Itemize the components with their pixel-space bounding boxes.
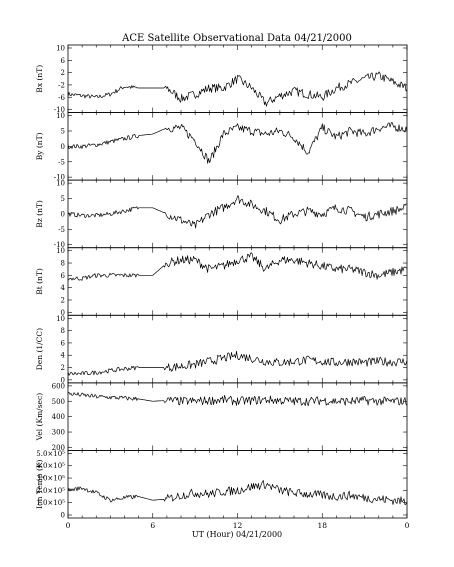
y-tick-label: 2: [61, 69, 65, 77]
y-axis-title: Vel (Km/sec): [35, 393, 44, 442]
y-tick-label: -10: [54, 106, 65, 114]
panel-7: 5.0×10⁵ 4.0×10⁵ 3.0×10⁵ 2.0×10⁵ 1.0×10⁵ 0 Ion …: [35, 450, 408, 520]
chart-title: ACE Satellite Observational Data 04/21/2…: [121, 33, 352, 44]
y-tick-label: 200: [52, 444, 65, 452]
y-tick-label: 2: [61, 296, 65, 304]
y-tick-label: 8: [61, 260, 65, 268]
series-line: [67, 71, 408, 107]
y-tick-label: 3.0×10⁵: [36, 475, 65, 483]
panel-group: 10 6 2 -2 -6 -10 Bx (nT) 10 5 0 -5 -10 By (nT) 10 5 0 -5…: [35, 44, 408, 520]
y-tick-label: 300: [52, 429, 65, 437]
y-axis-title: Bt (nT): [35, 268, 44, 295]
panel-frame: [67, 314, 408, 384]
panel-frame: [67, 382, 408, 451]
y-tick-label: 4.0×10⁵: [36, 462, 65, 470]
panel-frame: [67, 44, 408, 113]
y-tick-label: 10: [56, 180, 65, 188]
x-tick-label: 18: [317, 521, 327, 530]
y-tick-label: 5: [61, 127, 65, 135]
x-tick-label: 6: [150, 521, 155, 530]
y-tick-label: 10: [56, 45, 65, 53]
y-tick-label: 0: [61, 143, 65, 151]
y-tick-label: 4: [61, 352, 66, 360]
y-tick-label: 6: [61, 272, 66, 280]
series-line: [67, 350, 408, 376]
y-axis-title: Bz (nT): [35, 200, 44, 228]
series-line: [67, 252, 408, 281]
panel-4: 10 8 6 4 2 0 Bt (nT): [35, 247, 408, 317]
y-tick-label: 10: [56, 315, 65, 323]
series-line: [67, 195, 408, 229]
y-tick-label: 2: [61, 364, 65, 372]
series-line: [67, 392, 408, 407]
panel-3: 10 5 0 -5 -10 Bz (nT): [35, 179, 408, 249]
y-tick-label: 5: [61, 195, 65, 203]
y-axis-title: Den (1/CC): [35, 328, 44, 370]
y-tick-label: 600: [52, 382, 65, 390]
y-tick-label: 0: [61, 512, 65, 520]
y-axis-title: By (nT): [35, 132, 44, 160]
panel-1: 10 6 2 -2 -6 -10 Bx (nT): [35, 44, 408, 114]
panel-frame: [67, 450, 408, 519]
y-tick-label: 400: [52, 413, 65, 421]
x-axis: 0 6 12 18 0: [66, 521, 410, 530]
y-tick-label: 0: [61, 309, 65, 317]
y-tick-label: 0: [61, 376, 65, 384]
series-line: [67, 480, 408, 506]
x-tick-label: 0: [405, 521, 410, 530]
y-tick-label: 6: [61, 339, 66, 347]
y-tick-label: 5.0×10⁵: [36, 450, 65, 458]
y-tick-label: 500: [52, 398, 65, 406]
y-tick-label: 1.0×10⁵: [36, 499, 65, 507]
panel-2: 10 5 0 -5 -10 By (nT): [35, 112, 408, 182]
y-tick-label: -2: [58, 81, 65, 89]
panel-frame: [67, 112, 408, 181]
y-tick-label: 10: [56, 112, 65, 120]
y-axis-title: Ion Temp (K): [35, 459, 44, 508]
x-axis-title: UT (Hour) 04/21/2000: [192, 530, 282, 539]
y-tick-label: 2.0×10⁵: [36, 487, 65, 495]
y-tick-label: -10: [54, 241, 65, 249]
x-tick-label: 0: [66, 521, 71, 530]
y-tick-label: 10: [56, 247, 65, 255]
y-tick-label: 4: [61, 284, 66, 292]
y-tick-label: 6: [61, 57, 66, 65]
y-tick-label: 8: [61, 327, 65, 335]
y-tick-label: -5: [58, 158, 65, 166]
panel-frame: [67, 247, 408, 316]
y-axis-title: Bx (nT): [35, 65, 44, 93]
y-tick-label: -10: [54, 174, 65, 182]
y-tick-label: -6: [58, 94, 65, 102]
series-line: [67, 121, 408, 164]
x-tick-label: 12: [233, 521, 243, 530]
panel-6: 600 500 400 300 200 Vel (Km/sec): [35, 382, 408, 452]
panel-frame: [67, 179, 408, 249]
panel-5: 10 8 6 4 2 0 Den (1/CC): [35, 314, 408, 384]
y-tick-label: 0: [61, 210, 65, 218]
y-tick-label: -5: [58, 226, 65, 234]
